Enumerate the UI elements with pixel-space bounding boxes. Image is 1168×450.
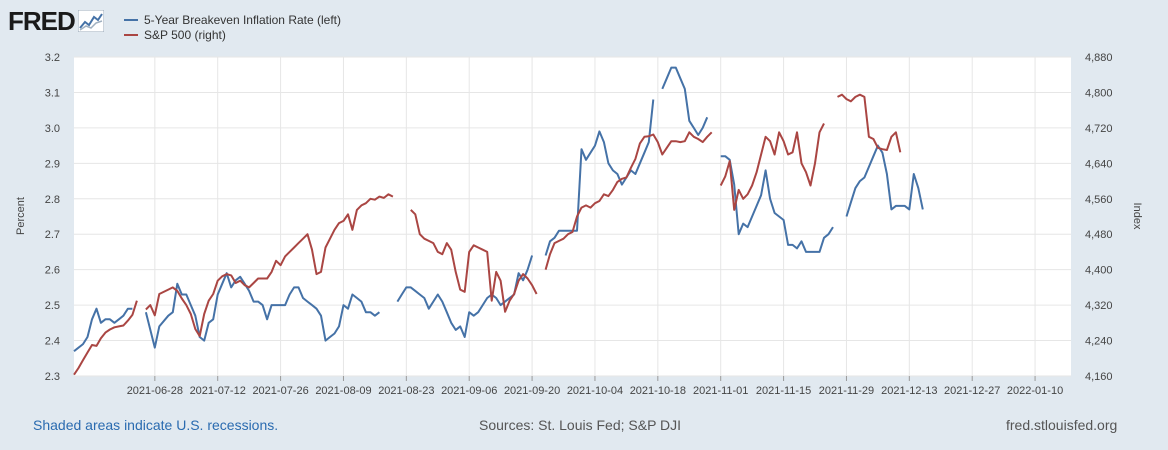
x-tick-label: 2021-10-04 [567, 385, 623, 397]
y-tick-left: 2.4 [45, 336, 60, 348]
series-line-sp500[interactable] [719, 123, 825, 211]
fred-logo[interactable]: FRED [8, 6, 104, 36]
legend-item-breakeven[interactable]: 5-Year Breakeven Inflation Rate (left) [124, 12, 341, 27]
x-tick-label: 2021-12-13 [881, 385, 937, 397]
x-tick-label: 2021-11-15 [756, 385, 811, 397]
chart-legend: 5-Year Breakeven Inflation Rate (left) S… [124, 12, 341, 42]
x-tick-label: 2021-10-18 [630, 385, 686, 397]
y-tick-right: 4,560 [1085, 194, 1113, 206]
legend-swatch-breakeven [124, 18, 138, 21]
y-tick-left: 3.0 [45, 123, 60, 135]
series-line-sp500[interactable] [544, 131, 713, 270]
x-tick-label: 2021-11-29 [819, 385, 874, 397]
x-tick-label: 2021-06-28 [127, 385, 183, 397]
x-tick-label: 2021-08-23 [378, 385, 434, 397]
recession-note-link[interactable]: Shaded areas indicate U.S. recessions. [33, 417, 279, 433]
series-lines [73, 66, 924, 376]
y-tick-left: 2.8 [45, 194, 60, 206]
series-line-sp500[interactable] [73, 300, 138, 376]
series-line-breakeven[interactable] [144, 272, 381, 349]
x-tick-label: 2022-01-10 [1007, 385, 1063, 397]
y-tick-left: 2.7 [45, 229, 60, 241]
x-tick-label: 2021-11-01 [693, 385, 748, 397]
logo-text: FRED [8, 5, 76, 36]
fred-url-link[interactable]: fred.stlouisfed.org [1006, 417, 1118, 433]
series-line-breakeven[interactable] [720, 155, 834, 253]
x-tick-label: 2021-07-26 [252, 385, 308, 397]
y-tick-left: 2.9 [45, 158, 60, 170]
legend-item-sp500[interactable]: S&P 500 (right) [124, 27, 341, 42]
y-tick-right: 4,800 [1085, 87, 1113, 99]
y-axis-right-title: Index [1131, 203, 1143, 230]
y-tick-right: 4,640 [1085, 158, 1113, 170]
y-tick-right: 4,160 [1085, 371, 1113, 383]
series-line-breakeven[interactable] [661, 66, 709, 136]
x-tick-label: 2021-12-27 [944, 385, 1000, 397]
plot-area [74, 57, 1071, 376]
series-line-breakeven[interactable] [845, 144, 924, 217]
y-tick-left: 2.6 [45, 265, 60, 277]
series-line-breakeven[interactable] [544, 99, 655, 256]
sources-text: Sources: St. Louis Fed; S&P DJI [479, 417, 682, 433]
legend-label-sp500: S&P 500 (right) [144, 27, 226, 42]
series-line-breakeven[interactable] [396, 255, 534, 338]
y-tick-left: 2.3 [45, 371, 60, 383]
x-tick-label: 2021-09-06 [441, 385, 497, 397]
legend-swatch-sp500 [124, 33, 138, 36]
y-tick-right: 4,320 [1085, 300, 1113, 312]
axis-labels: 2.3 2.4 2.5 2.6 2.7 2.8 2.9 3.0 3.1 3.2 4,160 4,240… [45, 52, 1113, 397]
series-line-sp500[interactable] [837, 93, 902, 153]
y-tick-right: 4,480 [1085, 229, 1113, 241]
y-tick-left: 3.2 [45, 52, 60, 64]
x-tick-label: 2021-08-09 [315, 385, 371, 397]
y-tick-right: 4,880 [1085, 52, 1113, 64]
logo-graph-icon [77, 10, 104, 32]
legend-label-breakeven: 5-Year Breakeven Inflation Rate (left) [144, 12, 341, 27]
x-tick-label: 2021-09-20 [504, 385, 560, 397]
y-tick-right: 4,720 [1085, 123, 1113, 135]
y-axis-left-title: Percent [15, 197, 27, 235]
series-line-sp500[interactable] [410, 209, 538, 313]
y-tick-left: 2.5 [45, 300, 60, 312]
series-line-sp500[interactable] [145, 193, 394, 338]
y-tick-left: 3.1 [45, 87, 60, 99]
y-tick-right: 4,240 [1085, 336, 1113, 348]
series-line-breakeven[interactable] [73, 307, 133, 352]
grid-lines [74, 56, 1071, 377]
x-tick-label: 2021-07-12 [190, 385, 246, 397]
y-tick-right: 4,400 [1085, 265, 1113, 277]
